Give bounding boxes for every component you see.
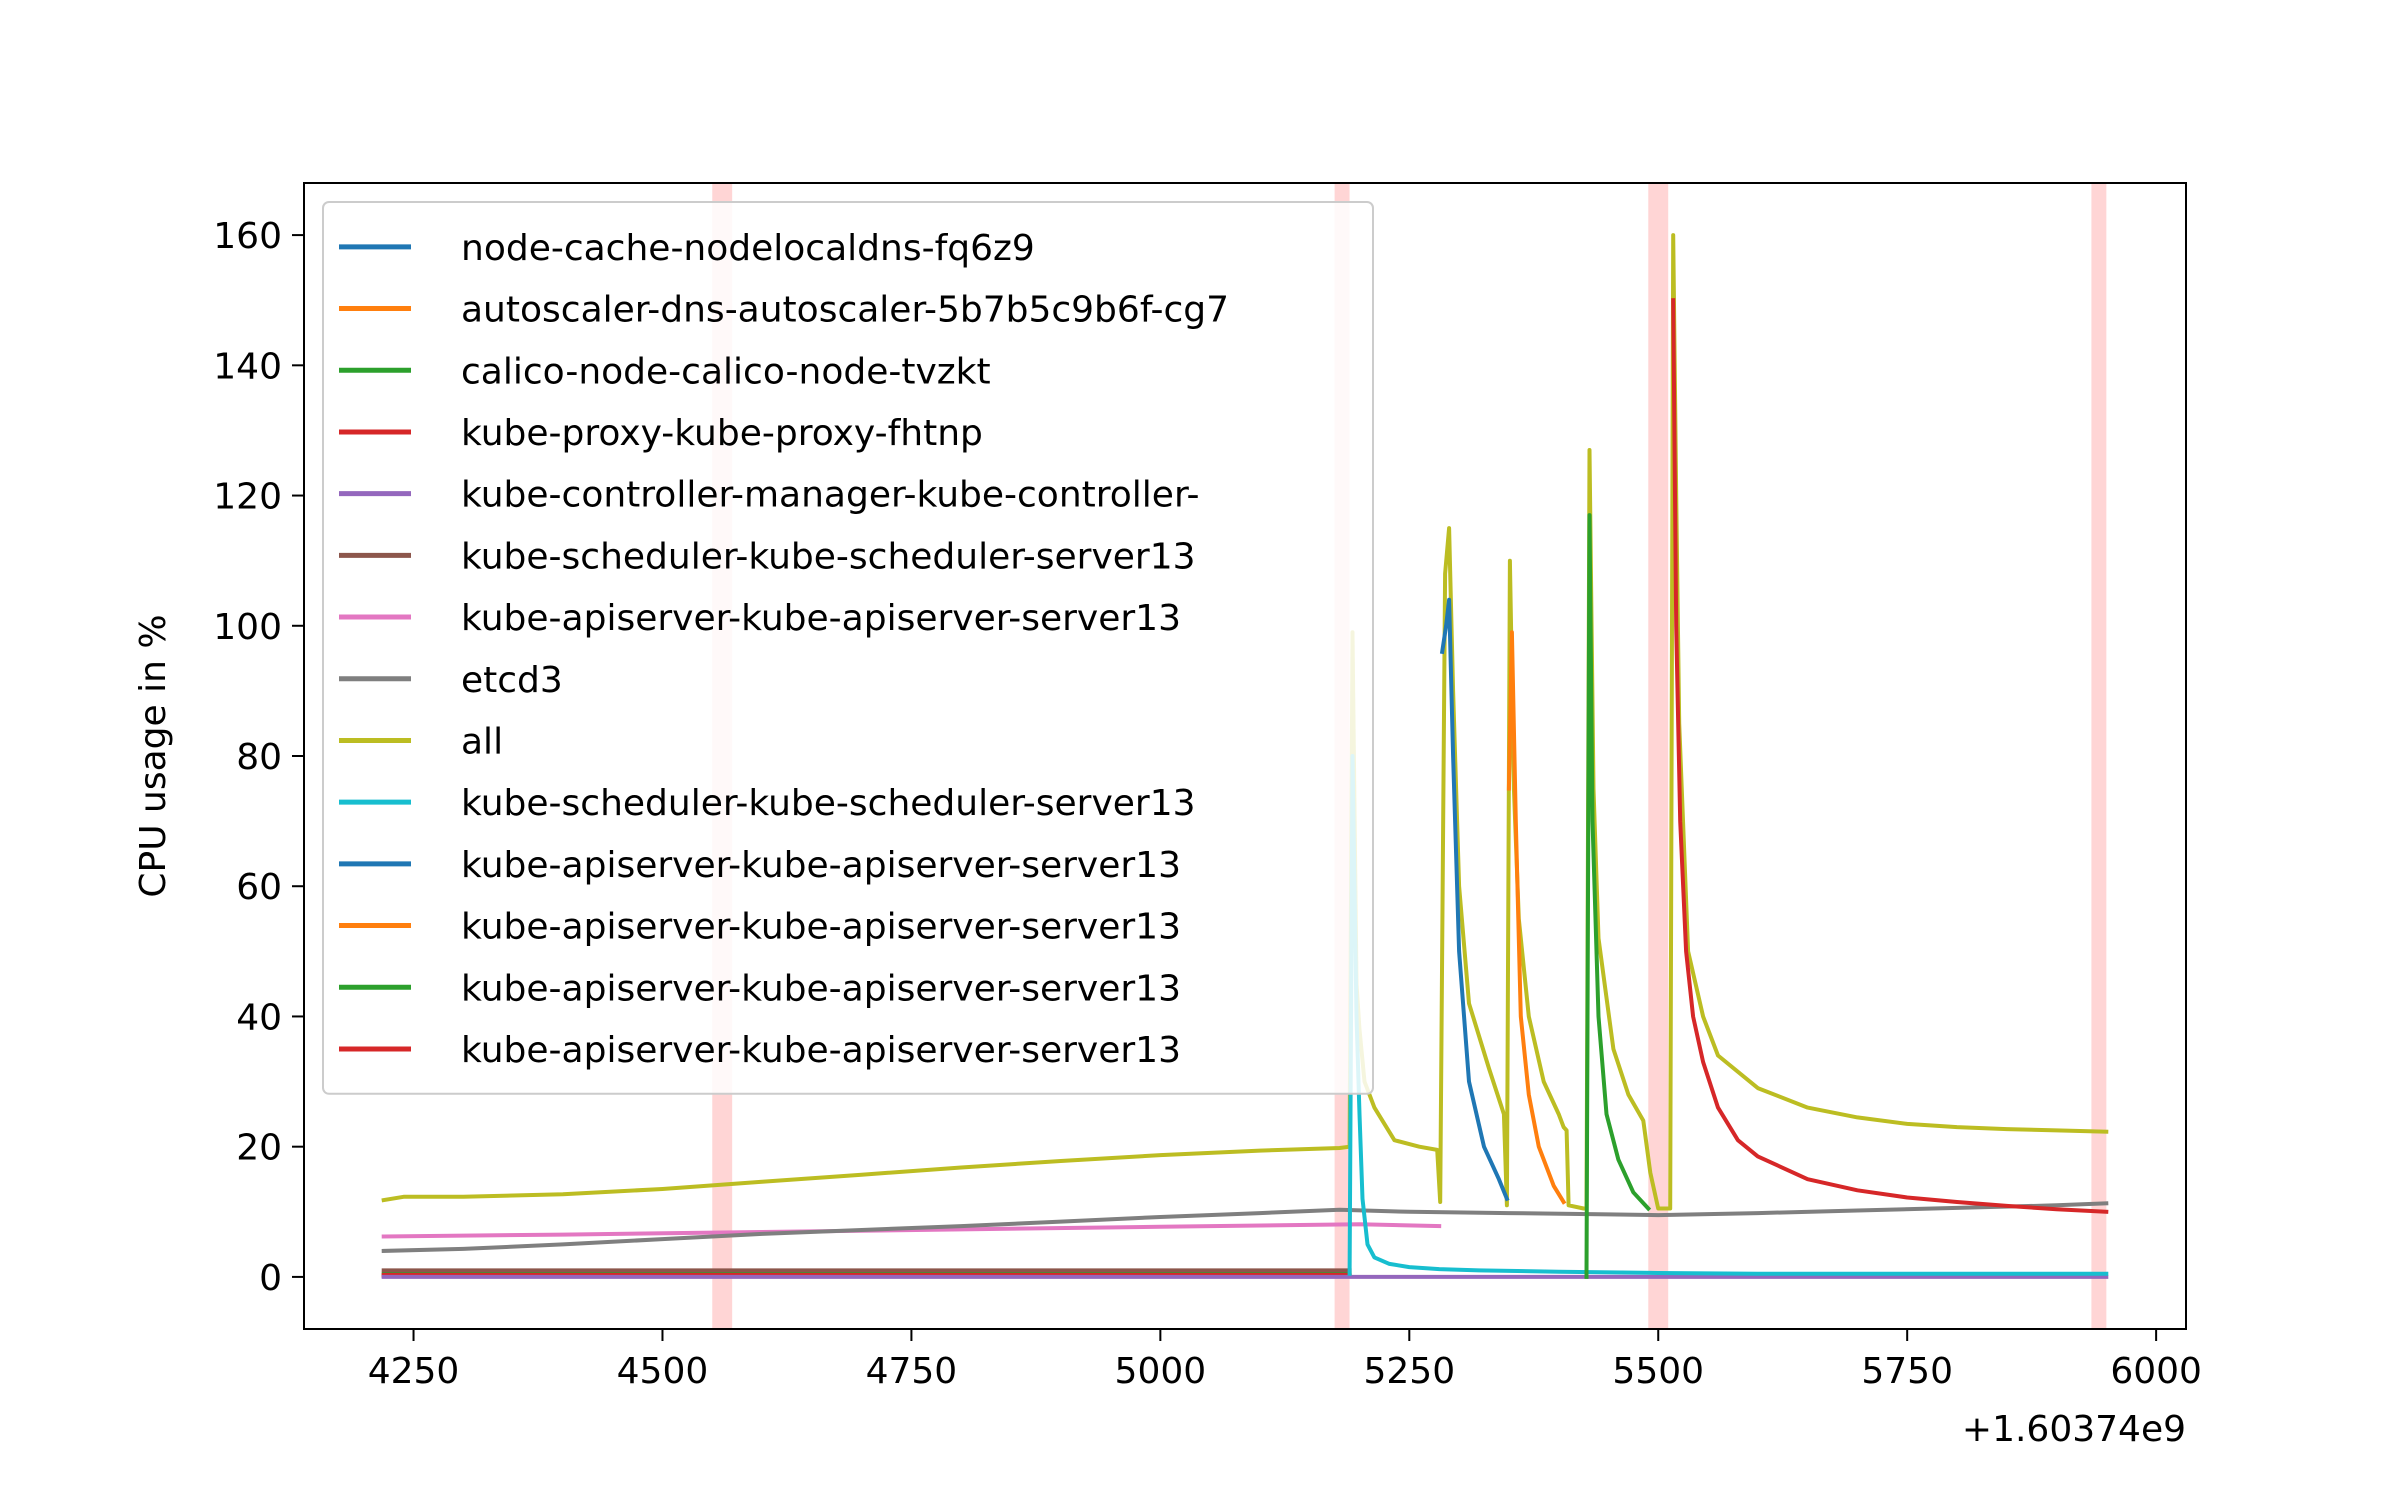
x-tick-label: 4750 bbox=[866, 1351, 958, 1392]
y-tick-label: 120 bbox=[213, 477, 282, 518]
legend-label: etcd3 bbox=[461, 660, 563, 701]
y-tick-label: 140 bbox=[213, 346, 282, 387]
y-tick-label: 160 bbox=[213, 216, 282, 257]
x-axis: 4250 4500 4750 5000 5250 5500 5750 6000 bbox=[368, 1329, 2202, 1392]
y-tick-label: 80 bbox=[236, 737, 282, 778]
y-tick-label: 100 bbox=[213, 607, 282, 648]
series-line bbox=[1671, 298, 2109, 1214]
y-axis-label: CPU usage in % bbox=[133, 614, 174, 897]
y-tick-label: 40 bbox=[236, 997, 282, 1038]
legend: node-cache-nodelocaldns-fq6z9 autoscaler-… bbox=[322, 201, 1374, 1095]
x-axis-offset-label: +1.60374e9 bbox=[1962, 1409, 2186, 1450]
legend-label: autoscaler-dns-autoscaler-5b7b5c9b6f-cg7 bbox=[461, 290, 1229, 331]
plot-series bbox=[381, 233, 2109, 1279]
legend-label: all bbox=[461, 721, 503, 762]
legend-label: kube-apiserver-kube-apiserver-server13 bbox=[461, 907, 1181, 948]
legend-label: kube-apiserver-kube-apiserver-server13 bbox=[461, 598, 1181, 639]
legend-label: kube-controller-manager-kube-controller- bbox=[461, 475, 1199, 516]
legend-label: kube-proxy-kube-proxy-fhtnp bbox=[461, 413, 983, 454]
legend-box bbox=[322, 201, 1374, 1095]
highlight-span bbox=[1648, 183, 1669, 1329]
series-line bbox=[1584, 513, 1652, 1279]
x-tick-label: 4250 bbox=[368, 1351, 460, 1392]
legend-label: calico-node-calico-node-tvzkt bbox=[461, 351, 991, 392]
legend-label: kube-apiserver-kube-apiserver-server13 bbox=[461, 1030, 1181, 1071]
series-line bbox=[1439, 597, 1510, 1202]
series-line bbox=[1506, 630, 1567, 1205]
x-tick-label: 5000 bbox=[1115, 1351, 1207, 1392]
x-tick-label: 4500 bbox=[617, 1351, 709, 1392]
legend-label: kube-apiserver-kube-apiserver-server13 bbox=[461, 968, 1181, 1009]
y-tick-label: 20 bbox=[236, 1128, 282, 1169]
legend-label: kube-apiserver-kube-apiserver-server13 bbox=[461, 845, 1181, 886]
series-line bbox=[381, 1222, 1442, 1239]
legend-label: kube-scheduler-kube-scheduler-server13 bbox=[461, 536, 1196, 577]
series-line bbox=[381, 1201, 2109, 1253]
highlight-span bbox=[2091, 183, 2107, 1329]
legend-label: kube-scheduler-kube-scheduler-server13 bbox=[461, 783, 1196, 824]
y-tick-label: 0 bbox=[259, 1258, 282, 1299]
legend-label: node-cache-nodelocaldns-fq6z9 bbox=[461, 228, 1035, 269]
x-tick-label: 5750 bbox=[1861, 1351, 1953, 1392]
y-axis: 0 20 40 60 80 100 120 140 160 bbox=[213, 216, 304, 1299]
x-tick-label: 5250 bbox=[1363, 1351, 1455, 1392]
x-tick-label: 5500 bbox=[1612, 1351, 1704, 1392]
x-tick-label: 6000 bbox=[2110, 1351, 2202, 1392]
y-tick-label: 60 bbox=[236, 867, 282, 908]
